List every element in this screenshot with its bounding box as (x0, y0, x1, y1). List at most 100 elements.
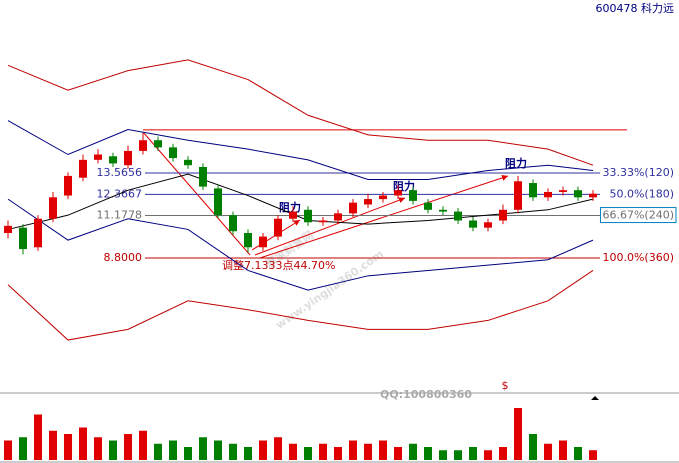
volume-bar (229, 443, 237, 460)
marker-label: $ (502, 379, 509, 392)
candle-body (94, 154, 102, 160)
decline-line (142, 131, 251, 256)
volume-bar (169, 440, 177, 460)
volume-bar (304, 447, 312, 460)
volume-bar (439, 450, 447, 460)
volume-bar (139, 430, 147, 460)
candle-body (19, 227, 27, 250)
band-line (7, 198, 594, 291)
level-note: 66.67%(240) (602, 209, 674, 222)
marker-icon (591, 396, 599, 400)
level-value: 11.1778 (97, 209, 143, 222)
band-line (7, 59, 594, 166)
level-value: 13.5656 (97, 166, 143, 179)
volume-bar (424, 447, 432, 460)
volume-bar (4, 440, 12, 460)
volume-bar (19, 437, 27, 460)
candle-body (514, 181, 522, 210)
candle-body (49, 197, 57, 219)
candle-body (484, 222, 492, 228)
candle-body (154, 140, 162, 148)
volume-bar (34, 414, 42, 460)
volume-bar (364, 443, 372, 460)
candle-body (349, 202, 357, 214)
candle-body (409, 190, 417, 201)
candle-body (109, 156, 117, 164)
candle-body (544, 191, 552, 198)
level-note: 100.0%(360) (602, 251, 674, 264)
level-value: 8.8000 (104, 251, 143, 264)
level-note: 50.0%(180) (609, 187, 674, 200)
candle-body (274, 218, 282, 237)
candle-body (199, 166, 207, 187)
candle-body (259, 236, 267, 248)
candle-body (64, 175, 72, 196)
volume-bar (394, 447, 402, 460)
candle-body (79, 159, 87, 178)
volume-bar (409, 443, 417, 460)
candle-body (529, 183, 537, 198)
candle-body (4, 225, 12, 233)
candle-body (304, 209, 312, 223)
candle-body (424, 202, 432, 210)
volume-bar (514, 408, 522, 460)
volume-bar (469, 447, 477, 460)
chart-title: 600478 科力远 (596, 1, 675, 15)
volume-bar (529, 434, 537, 460)
volume-bar (454, 450, 462, 460)
volume-bar (334, 447, 342, 460)
volume-bar (124, 434, 132, 460)
volume-bar (199, 437, 207, 460)
volume-bar (259, 440, 267, 460)
volume-bar (79, 427, 87, 460)
volume-bar (589, 450, 597, 460)
resistance-label: 阻力 (505, 156, 527, 170)
candle-body (394, 190, 402, 196)
volume-bar (499, 447, 507, 460)
volume-bar (379, 440, 387, 460)
band-line (7, 270, 594, 341)
trend-arrow (254, 197, 406, 256)
candle-body (229, 215, 237, 232)
candle-body (139, 140, 147, 151)
candle-body (559, 190, 567, 192)
candle-body (454, 211, 462, 221)
band-line (7, 120, 594, 180)
volume-bar (289, 443, 297, 460)
volume-bar (559, 440, 567, 460)
candle-body (589, 193, 597, 198)
candle-body (364, 199, 372, 205)
volume-bar (319, 443, 327, 460)
volume-bar (349, 440, 357, 460)
level-note: 33.33%(120) (602, 166, 674, 179)
level-box (599, 207, 677, 224)
candle-body (34, 218, 42, 248)
volume-bar (484, 450, 492, 460)
volume-bar (544, 443, 552, 460)
volume-bar (94, 437, 102, 460)
volume-bar (154, 443, 162, 460)
volume-bar (64, 434, 72, 460)
candle-body (319, 220, 327, 223)
volume-bar (109, 440, 117, 460)
candle-body (184, 159, 192, 166)
candle-body (334, 213, 342, 221)
candle-body (244, 232, 252, 248)
candle-body (574, 190, 582, 198)
candle-body (169, 147, 177, 159)
adjust-label: 调整7.1333点44.70% (222, 258, 335, 272)
candle-body (439, 209, 447, 212)
candle-body (214, 188, 222, 216)
volume-bar (214, 440, 222, 460)
candle-body (289, 211, 297, 219)
candle-body (379, 195, 387, 200)
trend-arrow (259, 175, 509, 259)
candle-body (469, 220, 477, 228)
volume-bar (244, 447, 252, 460)
volume-bar (574, 447, 582, 460)
candle-body (124, 150, 132, 166)
volume-bar (49, 430, 57, 460)
qq-label: QQ:100800360 (380, 388, 472, 401)
candle-body (499, 209, 507, 221)
